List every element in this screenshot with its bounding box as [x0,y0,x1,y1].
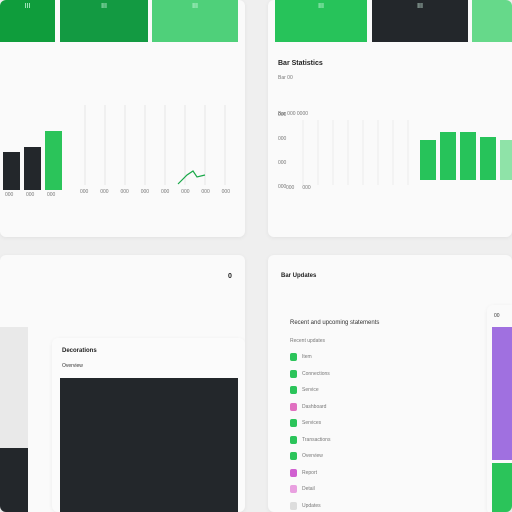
x-label: 000 [181,189,190,195]
card: 0 Decorations Overview [0,255,245,512]
grid [84,105,226,185]
tab[interactable]: III [60,0,148,42]
item-label: Service [302,387,319,393]
x-label: 000 [80,189,89,195]
badge[interactable]: 0 [228,273,232,280]
tag: 00 [494,313,500,319]
icon [290,468,297,477]
bar [24,147,41,190]
grid [302,120,409,185]
x-label: 000 [120,189,129,195]
line [177,170,206,185]
x-label: 000 [286,185,295,191]
card: III III Bar Statistics Bar 00 Bar 000 00… [268,0,512,237]
list-item[interactable]: Service [290,386,319,394]
icon [290,353,297,361]
list-item[interactable]: Connections [290,369,330,378]
bar [500,140,512,180]
icon [290,452,297,460]
list-item[interactable]: Dashboard [290,402,327,411]
tab[interactable]: III [275,0,367,42]
item-label: Item [302,354,312,360]
list-item[interactable]: Overview [290,452,323,460]
side-card: 00 [487,305,512,512]
x-label: 000 [302,185,311,191]
bar-label: 000 [26,192,35,198]
icon [290,386,297,394]
bar-label: 000 [5,192,14,198]
item-label: Updates [302,502,321,509]
title: Bar Statistics [278,60,323,67]
bar-label: 000 [47,192,56,198]
side-panel [0,327,28,512]
title: Bar Updates [281,273,317,279]
tab[interactable]: III [372,0,468,42]
card: Bar Updates Recent and upcoming statemen… [268,255,512,512]
item-label: Dashboard [302,403,327,410]
x-label: 000 [221,189,230,195]
icon [290,501,297,510]
item-label: Connections [302,370,330,377]
list-item[interactable]: Updates [290,501,321,510]
list-item[interactable]: Services [290,419,321,427]
chart-label: Bar 000 0000 [278,111,309,117]
line-chart [84,105,226,185]
bar [45,131,62,190]
x-label: 000 [100,189,109,195]
section: Recent updates [290,338,326,344]
y-label: 000 [278,112,287,118]
tab[interactable]: III [152,0,238,42]
tab [472,0,512,42]
card-subtitle: Overview [62,363,83,369]
card-title: Decorations [62,348,97,354]
icon [290,369,297,378]
bar [480,137,496,180]
x-label: 000 [160,189,170,195]
bar [460,132,476,180]
icon [290,402,297,411]
inner-card: Decorations Overview [52,338,245,512]
card: III III III 000 000 000 000 000 000 000 000 000… [0,0,245,237]
bar [3,152,20,190]
bar [440,132,456,180]
icon [290,485,297,493]
subtitle: Recent and upcoming statements [290,320,380,326]
icon [290,435,297,444]
y-label: 000 [278,136,287,142]
tab[interactable]: III [0,0,55,42]
x-label: 000 [140,189,150,195]
list-item[interactable]: Report [290,468,318,477]
bar [420,140,436,180]
y-label: 000 [278,160,287,166]
x-label: 000 [201,189,210,195]
list-item[interactable]: Detail [290,485,315,493]
item-label: Report [302,469,318,476]
item-label: Overview [302,453,323,459]
y-label: 000 [278,184,287,190]
item-label: Detail [302,486,315,492]
dark-panel [60,378,238,512]
list-item[interactable]: Item [290,353,312,361]
item-label: Transactions [302,436,331,443]
item-label: Services [302,420,322,426]
list-item[interactable]: Transactions [290,435,331,444]
icon [290,419,297,427]
subtitle: Bar 00 [278,75,293,81]
